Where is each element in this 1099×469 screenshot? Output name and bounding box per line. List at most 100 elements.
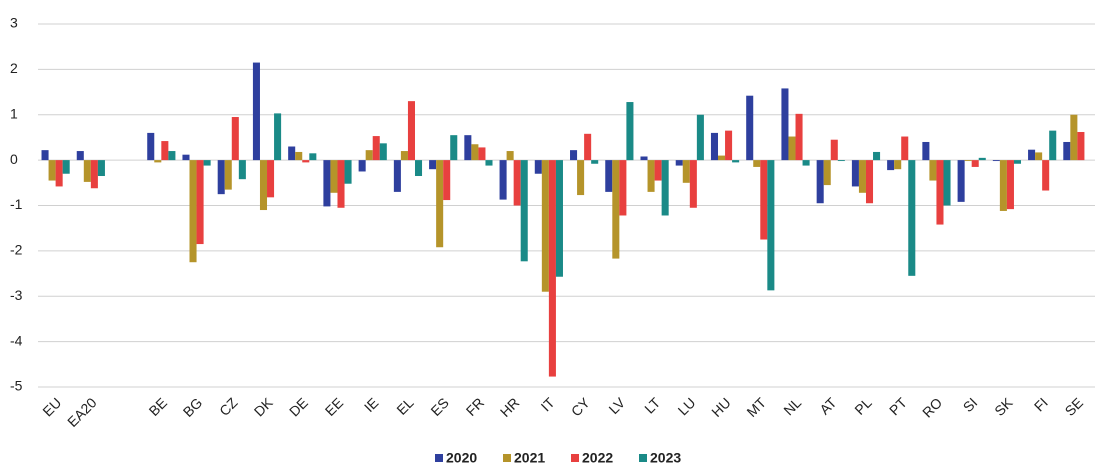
x-tick-label: HU [708, 394, 734, 420]
x-tick-label: FI [1031, 394, 1051, 414]
bar [288, 146, 296, 161]
y-tick-label: -2 [10, 242, 23, 258]
bar [393, 160, 401, 192]
bar [999, 160, 1007, 211]
bar [654, 160, 662, 181]
bar [267, 160, 275, 198]
bar [873, 151, 881, 161]
bar [619, 160, 627, 216]
bar [161, 141, 169, 161]
bar [196, 160, 204, 245]
bar [76, 151, 84, 161]
bar [429, 160, 437, 170]
y-tick-label: -3 [10, 287, 23, 303]
x-tick-label: MT [743, 394, 769, 420]
x-tick-label: SI [960, 394, 981, 415]
x-tick-label: AT [816, 394, 840, 418]
bar [591, 160, 599, 164]
bar [1035, 152, 1043, 161]
bar [682, 160, 690, 183]
y-tick-label: 3 [10, 15, 18, 31]
bar [372, 136, 380, 161]
bar [337, 160, 345, 208]
bar [710, 132, 719, 161]
bar [802, 160, 810, 166]
legend-text: 2022 [582, 450, 613, 464]
bar [499, 160, 507, 200]
bar [154, 160, 162, 163]
bar [168, 151, 176, 161]
bar [767, 160, 775, 291]
bar [837, 160, 845, 162]
legend-swatch [571, 454, 579, 462]
y-tick-label: -1 [10, 196, 23, 212]
bar [555, 160, 563, 277]
x-tick-label: HR [497, 394, 523, 420]
bar [1070, 114, 1078, 161]
bar [978, 157, 986, 161]
y-tick-label: 2 [10, 60, 18, 76]
bar [746, 95, 754, 161]
bar [182, 154, 190, 161]
x-tick-label: SK [991, 394, 1016, 419]
bar [725, 130, 733, 161]
x-tick-label: FR [463, 394, 488, 419]
x-tick-label: IE [361, 394, 382, 415]
bar [894, 160, 902, 170]
bar [830, 139, 838, 161]
bar [400, 151, 408, 161]
x-tick-label: EU [39, 394, 64, 419]
bar [344, 160, 352, 184]
x-tick-label: LU [675, 394, 699, 418]
bar [436, 160, 444, 248]
bar [753, 160, 761, 167]
bar [238, 160, 246, 180]
bar [274, 113, 282, 161]
bar [48, 160, 56, 181]
bar [62, 160, 70, 174]
x-tick-label: CZ [216, 394, 241, 419]
bar [534, 160, 542, 174]
bar [823, 160, 831, 186]
bar [760, 160, 768, 240]
x-tick-label: CY [568, 394, 594, 420]
bar [407, 101, 415, 161]
bar [203, 160, 211, 166]
bar [217, 160, 225, 195]
y-tick-label: -4 [10, 332, 23, 348]
x-tick-label: ES [427, 394, 452, 419]
bar [718, 155, 726, 161]
bar [259, 160, 268, 211]
bar [358, 160, 366, 172]
bar [781, 88, 789, 161]
x-tick-label: PL [851, 394, 875, 418]
bar [661, 160, 669, 216]
bar [471, 144, 479, 161]
bar [922, 141, 930, 161]
x-tick-label: DE [286, 394, 311, 419]
bar [992, 160, 1000, 162]
bar [816, 160, 824, 204]
bar [1077, 131, 1085, 161]
bar [689, 160, 697, 208]
bar [865, 160, 874, 204]
bar [577, 160, 585, 196]
bar [570, 150, 578, 161]
bar [450, 135, 458, 161]
bar [520, 160, 528, 262]
x-tick-label: RO [919, 394, 945, 420]
bar [1049, 130, 1057, 161]
bar [506, 151, 514, 161]
x-tick-label: EL [393, 394, 417, 418]
bar [1063, 141, 1071, 161]
bar [929, 160, 937, 181]
bar [365, 150, 373, 161]
x-tick-label: LT [641, 394, 663, 416]
legend-text: 2021 [514, 450, 545, 464]
x-tick-label: NL [780, 394, 804, 418]
legend-text: 2020 [446, 450, 477, 464]
y-tick-label: 1 [10, 105, 18, 121]
bar [675, 160, 683, 166]
bar [224, 160, 232, 190]
bar [1028, 149, 1036, 161]
